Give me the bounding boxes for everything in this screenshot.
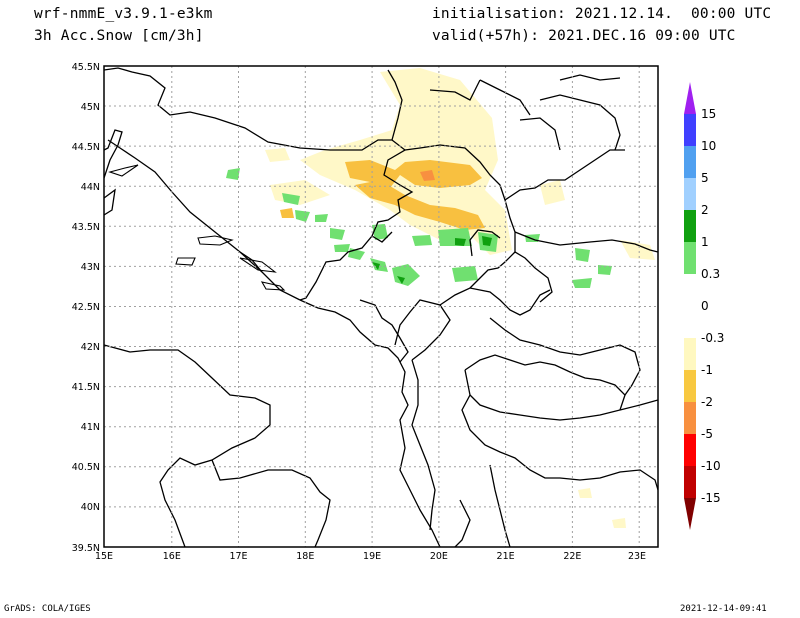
colorbar-label: 15 <box>701 107 716 121</box>
lat-tick: 40.5N <box>72 462 100 473</box>
lat-tick: 45.5N <box>72 62 100 73</box>
lon-tick: 18E <box>296 551 314 562</box>
lat-tick: 42N <box>81 342 100 353</box>
colorbar-swatch <box>684 466 696 498</box>
lat-tick: 44N <box>81 182 100 193</box>
snow-field-moderate <box>280 160 485 230</box>
colorbar-swatch <box>684 402 696 434</box>
lat-tick: 41.5N <box>72 382 100 393</box>
colorbar-top-arrow <box>684 82 696 114</box>
colorbar-label: -5 <box>701 427 713 441</box>
colorbar-label: -1 <box>701 363 713 377</box>
colorbar-swatch <box>684 434 696 466</box>
lon-axis: 15E 16E 17E 18E 19E 20E 21E 22E 23E <box>95 551 646 562</box>
render-timestamp: 2021-12-14-09:41 <box>680 604 767 614</box>
lat-tick: 44.5N <box>72 142 100 153</box>
colorbar-label: 10 <box>701 139 716 153</box>
colorbar-swatch <box>684 114 696 146</box>
colorbar-swatch <box>684 370 696 402</box>
lon-tick: 21E <box>497 551 515 562</box>
graticule <box>104 66 658 547</box>
islands <box>108 164 286 291</box>
colorbar-bottom-arrow <box>684 498 696 530</box>
lat-tick: 39.5N <box>72 543 100 554</box>
lat-axis: 39.5N 40N 40.5N 41N 41.5N 42N 42.5N 43N … <box>72 62 100 554</box>
colorbar-swatch <box>684 210 696 242</box>
colorbar-label: -15 <box>701 491 721 505</box>
coastlines-borders <box>104 67 658 547</box>
colorbar-label: 0 <box>701 299 709 313</box>
lon-tick: 23E <box>628 551 646 562</box>
colorbar-label: -2 <box>701 395 713 409</box>
lat-tick: 40N <box>81 502 100 513</box>
grads-credit: GrADS: COLA/IGES <box>4 604 91 614</box>
colorbar-label: 2 <box>701 203 709 217</box>
colorbar-swatch <box>684 178 696 210</box>
lat-tick: 45N <box>81 102 100 113</box>
field-title: 3h Acc.Snow [cm/3h] <box>34 28 204 44</box>
lon-tick: 15E <box>95 551 113 562</box>
colorbar-swatch <box>684 242 696 274</box>
colorbar-swatch <box>684 338 696 370</box>
snow-field-heavy <box>420 170 435 181</box>
colorbar-label: -0.3 <box>701 331 724 345</box>
lat-tick: 41N <box>81 422 100 433</box>
lat-tick: 43N <box>81 262 100 273</box>
init-time: initialisation: 2021.12.14. 00:00 UTC <box>432 6 772 22</box>
lon-tick: 16E <box>163 551 181 562</box>
colorbar-label: -10 <box>701 459 721 473</box>
lon-tick: 20E <box>430 551 448 562</box>
colorbar-label: 0.3 <box>701 267 720 281</box>
lon-tick: 17E <box>229 551 247 562</box>
lat-tick: 43.5N <box>72 222 100 233</box>
colorbar-label: 5 <box>701 171 709 185</box>
map-frame <box>103 65 659 548</box>
lon-tick: 22E <box>563 551 581 562</box>
colorbar: 15 10 5 2 1 0.3 0 -0.3 -1 -2 -5 -10 -15 <box>684 82 724 530</box>
model-title: wrf-nmmE_v3.9.1-e3km <box>34 6 213 22</box>
colorbar-label: 1 <box>701 235 709 249</box>
lat-tick: 42.5N <box>72 302 100 313</box>
lon-tick: 19E <box>363 551 381 562</box>
colorbar-swatch <box>684 274 696 338</box>
colorbar-swatch <box>684 146 696 178</box>
valid-time: valid(+57h): 2021.DEC.16 09:00 UTC <box>432 28 736 44</box>
